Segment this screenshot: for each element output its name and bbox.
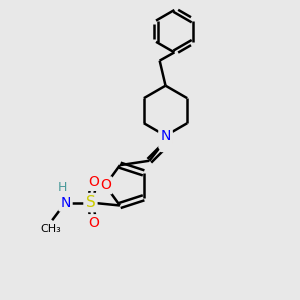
Text: N: N <box>160 129 171 143</box>
Text: CH₃: CH₃ <box>40 224 61 234</box>
Text: N: N <box>160 133 171 147</box>
Text: O: O <box>100 178 111 192</box>
Text: O: O <box>162 136 172 150</box>
Text: O: O <box>88 216 99 230</box>
Text: H: H <box>58 181 67 194</box>
Text: S: S <box>85 195 95 210</box>
Text: O: O <box>88 175 99 189</box>
Text: N: N <box>60 196 70 210</box>
